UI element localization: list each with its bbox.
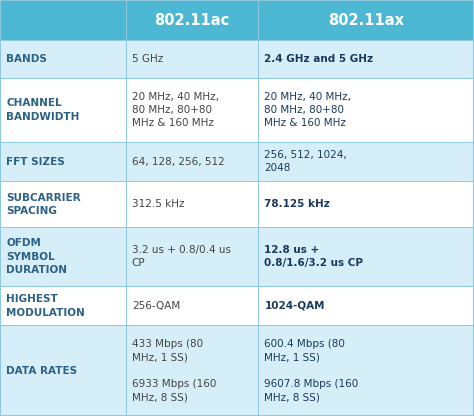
Text: 20 MHz, 40 MHz,
80 MHz, 80+80
MHz & 160 MHz: 20 MHz, 40 MHz, 80 MHz, 80+80 MHz & 160 … xyxy=(132,92,219,128)
Text: 5 GHz: 5 GHz xyxy=(132,54,163,64)
Text: 3.2 us + 0.8/0.4 us
CP: 3.2 us + 0.8/0.4 us CP xyxy=(132,245,231,268)
Text: 433 Mbps (80
MHz, 1 SS)

6933 Mbps (160
MHz, 8 SS): 433 Mbps (80 MHz, 1 SS) 6933 Mbps (160 M… xyxy=(132,339,216,402)
Text: 64, 128, 256, 512: 64, 128, 256, 512 xyxy=(132,157,225,167)
Text: BANDS: BANDS xyxy=(6,54,47,64)
Bar xyxy=(0,142,126,181)
Bar xyxy=(126,227,258,287)
Bar xyxy=(258,142,474,181)
Text: 802.11ac: 802.11ac xyxy=(155,13,229,28)
Bar xyxy=(258,40,474,78)
Text: 2.4 GHz and 5 GHz: 2.4 GHz and 5 GHz xyxy=(264,54,374,64)
Text: HIGHEST
MODULATION: HIGHEST MODULATION xyxy=(6,294,85,317)
Bar xyxy=(0,78,126,142)
Bar xyxy=(126,40,258,78)
Text: 12.8 us +
0.8/1.6/3.2 us CP: 12.8 us + 0.8/1.6/3.2 us CP xyxy=(264,245,364,268)
Bar xyxy=(0,325,126,416)
Bar xyxy=(126,325,258,416)
Text: 20 MHz, 40 MHz,
80 MHz, 80+80
MHz & 160 MHz: 20 MHz, 40 MHz, 80 MHz, 80+80 MHz & 160 … xyxy=(264,92,352,128)
Bar xyxy=(258,287,474,325)
Text: 78.125 kHz: 78.125 kHz xyxy=(264,199,330,209)
Text: CHANNEL
BANDWIDTH: CHANNEL BANDWIDTH xyxy=(6,99,80,122)
Bar xyxy=(258,227,474,287)
Text: 600.4 Mbps (80
MHz, 1 SS)

9607.8 Mbps (160
MHz, 8 SS): 600.4 Mbps (80 MHz, 1 SS) 9607.8 Mbps (1… xyxy=(264,339,359,402)
Text: 312.5 kHz: 312.5 kHz xyxy=(132,199,184,209)
Bar xyxy=(126,181,258,227)
Bar xyxy=(0,227,126,287)
Bar xyxy=(126,287,258,325)
Bar xyxy=(258,181,474,227)
Bar xyxy=(0,0,126,40)
Bar xyxy=(0,181,126,227)
Bar xyxy=(126,0,258,40)
Bar xyxy=(126,78,258,142)
Bar xyxy=(0,287,126,325)
Text: OFDM
SYMBOL
DURATION: OFDM SYMBOL DURATION xyxy=(6,238,67,275)
Text: 1024-QAM: 1024-QAM xyxy=(264,301,325,311)
Bar xyxy=(0,40,126,78)
Text: 256-QAM: 256-QAM xyxy=(132,301,180,311)
Text: 802.11ax: 802.11ax xyxy=(328,13,404,28)
Text: FFT SIZES: FFT SIZES xyxy=(6,157,65,167)
Bar xyxy=(126,142,258,181)
Text: DATA RATES: DATA RATES xyxy=(6,366,77,376)
Text: SUBCARRIER
SPACING: SUBCARRIER SPACING xyxy=(6,193,81,216)
Bar xyxy=(258,325,474,416)
Text: 256, 512, 1024,
2048: 256, 512, 1024, 2048 xyxy=(264,150,347,173)
Bar xyxy=(258,78,474,142)
Bar xyxy=(258,0,474,40)
